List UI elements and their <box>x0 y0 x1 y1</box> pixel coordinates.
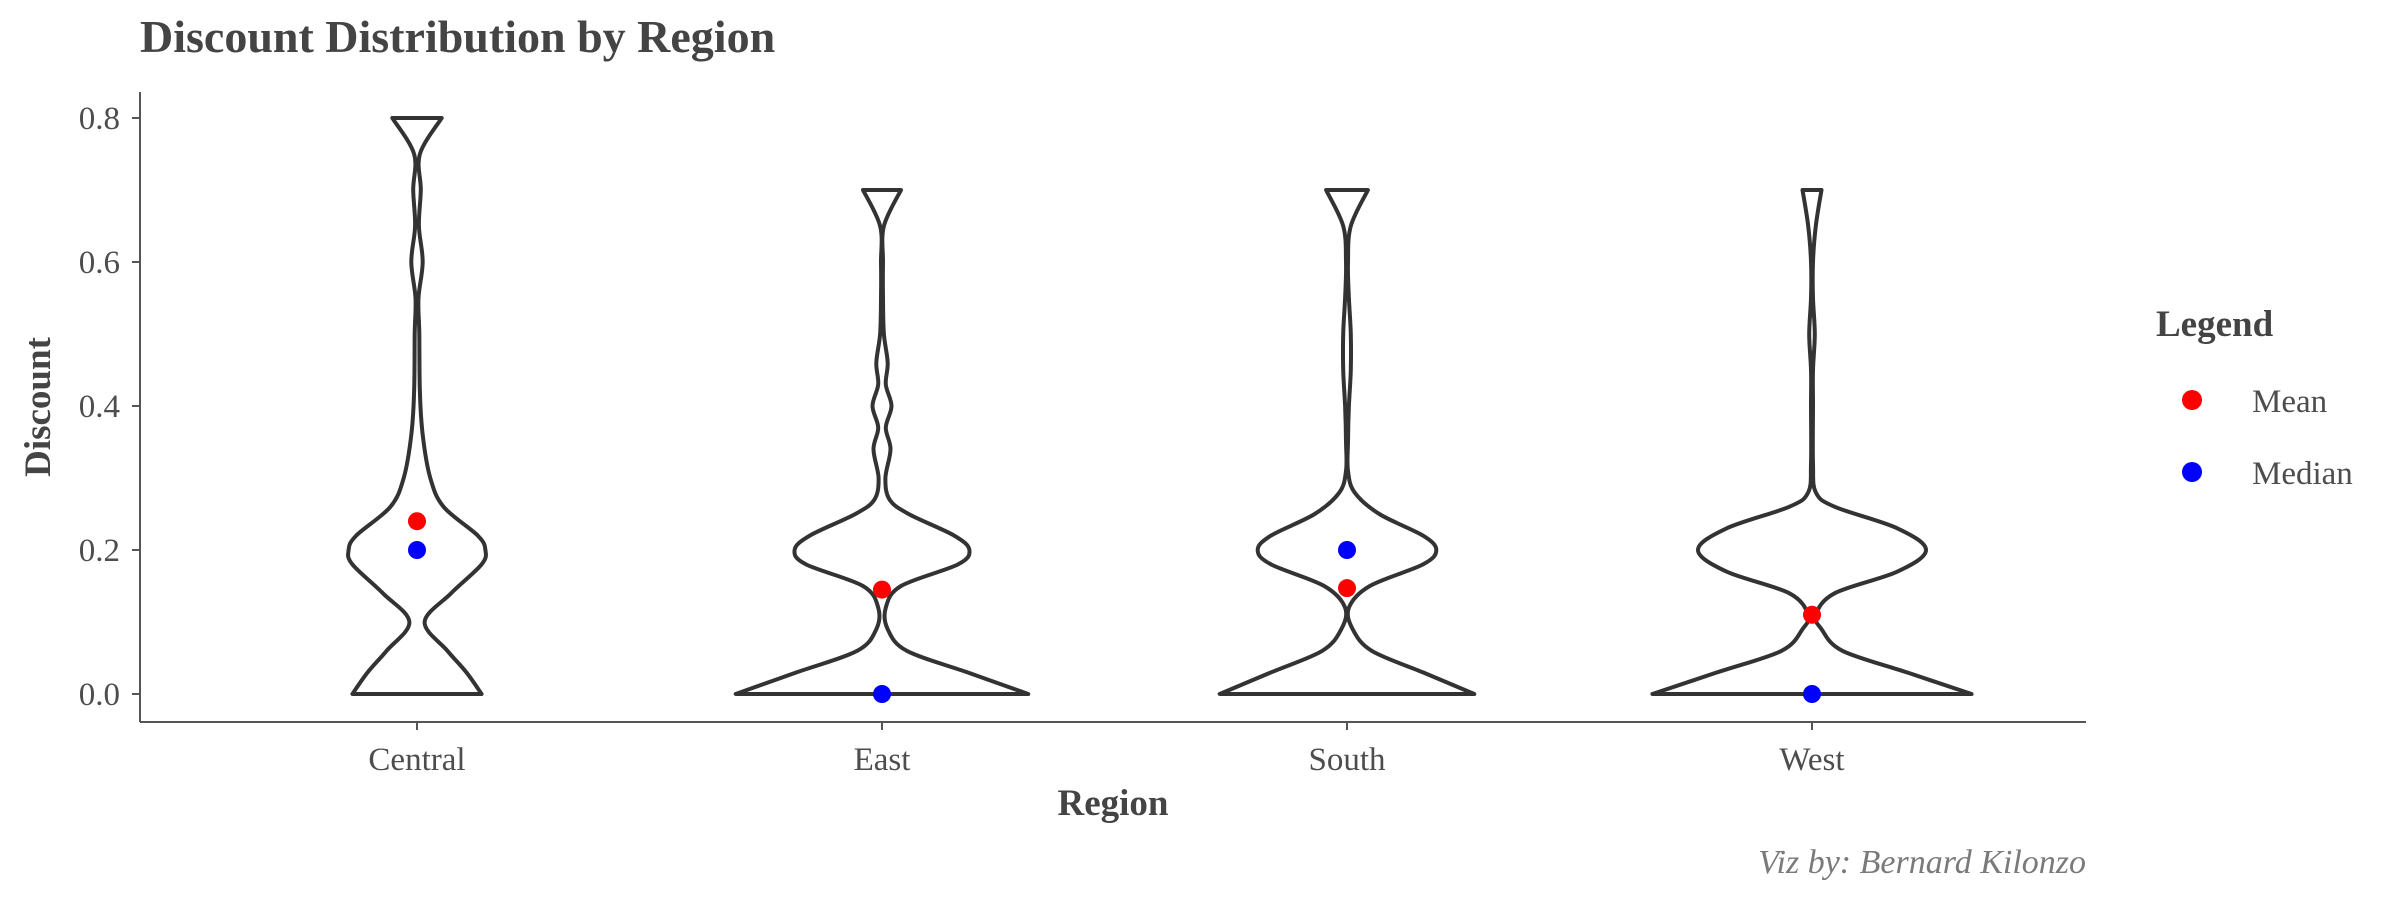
y-tick-label: 0.2 <box>79 533 120 569</box>
plot-area: 0.0 0.2 0.4 0.6 0.8 Central East South West <box>79 92 2086 778</box>
y-axis-ticks: 0.0 0.2 0.4 0.6 0.8 <box>79 101 140 713</box>
violin-central <box>346 116 488 696</box>
violin-south <box>1217 188 1477 696</box>
x-tick-label: South <box>1308 742 1386 778</box>
x-axis-title: Region <box>1058 783 1169 824</box>
median-point-south <box>1338 541 1356 559</box>
y-tick-label: 0.8 <box>79 101 120 137</box>
x-tick-label: Central <box>368 742 465 778</box>
chart-title: Discount Distribution by Region <box>140 11 775 62</box>
y-tick-label: 0.4 <box>79 389 120 425</box>
legend-median-label: Median <box>2252 456 2353 492</box>
summary-points <box>408 512 1821 703</box>
x-axis-ticks: Central East South West <box>368 722 1845 778</box>
legend-title: Legend <box>2156 304 2274 345</box>
y-tick-label: 0.0 <box>79 677 120 713</box>
mean-point-south <box>1338 579 1356 598</box>
mean-point-central <box>408 512 426 531</box>
x-tick-label: West <box>1779 742 1844 778</box>
violins <box>346 116 1974 696</box>
legend: Legend Mean Median <box>2156 304 2353 492</box>
legend-mean-label: Mean <box>2252 384 2327 420</box>
y-tick-label: 0.6 <box>79 245 120 281</box>
caption: Viz by: Bernard Kilonzo <box>1758 844 2086 881</box>
mean-point-west <box>1803 605 1821 624</box>
median-point-west <box>1803 685 1821 703</box>
median-point-central <box>408 541 426 559</box>
legend-mean-dot <box>2182 390 2202 410</box>
violin-east <box>733 188 1031 696</box>
violin-west <box>1650 188 1974 696</box>
y-axis-title: Discount <box>18 336 59 476</box>
mean-point-east <box>873 580 891 599</box>
x-tick-label: East <box>854 742 911 778</box>
legend-median-dot <box>2182 462 2202 482</box>
median-point-east <box>873 685 891 703</box>
